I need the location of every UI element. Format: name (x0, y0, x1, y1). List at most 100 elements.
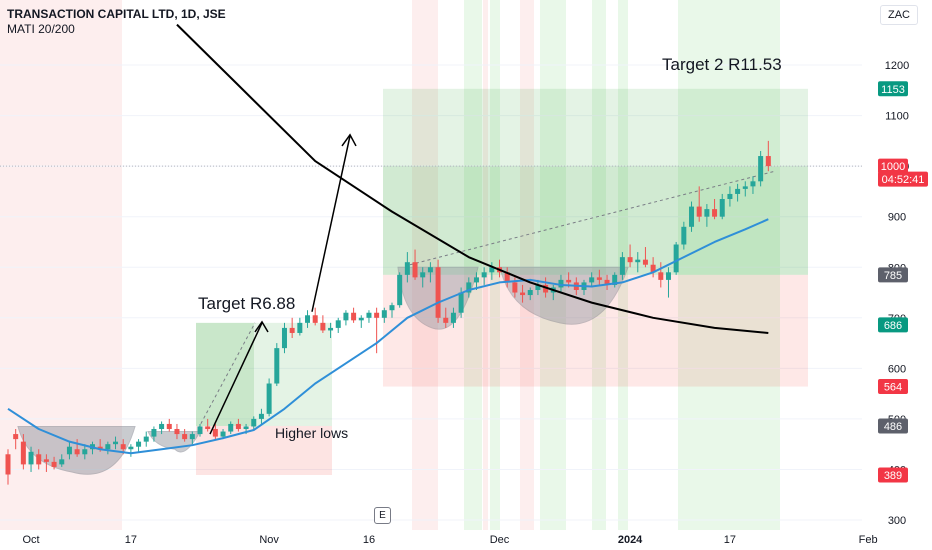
candle-body (420, 272, 426, 278)
price-badge (878, 81, 908, 97)
candle-body (635, 259, 641, 263)
candle-body (758, 156, 764, 182)
candle-body (742, 186, 748, 189)
projection-line-1 (197, 322, 256, 430)
candle-body (281, 327, 287, 349)
candle-body (604, 279, 610, 285)
candle-body (473, 277, 479, 283)
candle-body (36, 454, 42, 465)
session-band (490, 0, 500, 530)
price-tick-label: 600 (888, 363, 906, 375)
candle-body (13, 434, 19, 440)
candle-body (527, 289, 533, 296)
higher-lows-label: Higher lows (275, 425, 349, 441)
price-badge (878, 158, 908, 174)
earnings-marker[interactable]: E (374, 507, 391, 524)
candle-body (212, 429, 218, 437)
price-tick-label: 300 (888, 515, 906, 527)
candle-body (51, 461, 57, 467)
candle-body (619, 257, 625, 275)
projection-line (409, 170, 776, 266)
session-band (464, 0, 482, 530)
arrow-1-head (254, 320, 269, 333)
candle-body (205, 426, 211, 430)
zone-1-stop (196, 425, 332, 476)
candle-body (673, 244, 679, 273)
candle-body (274, 348, 280, 384)
candle-body (727, 193, 733, 200)
candle-body (612, 274, 618, 285)
candle-body (443, 317, 449, 323)
candle-body (143, 436, 149, 442)
time-axis-bg (0, 530, 862, 550)
price-badge-label: 564 (884, 382, 902, 394)
candle-body (120, 444, 126, 450)
time-axis[interactable]: Oct17Nov16Dec202417FebMar (0, 530, 932, 550)
candle-body (266, 383, 272, 414)
candle-body (558, 279, 564, 288)
candle-body (489, 267, 495, 273)
price-badge-label: 389 (884, 470, 902, 482)
candle-body (404, 262, 410, 275)
candle-body (704, 209, 710, 217)
price-badge (878, 267, 908, 283)
time-tick-label: 17 (125, 534, 137, 546)
candle-body (458, 292, 464, 313)
candle-body (735, 188, 741, 194)
price-badge-label: 1153 (881, 84, 905, 96)
candle-body (182, 434, 188, 440)
arrow-2-head (341, 133, 357, 147)
candle-body (450, 312, 456, 323)
time-tick-label: 17 (724, 534, 736, 546)
time-tick-label: Dec (490, 534, 510, 546)
candle-body (504, 272, 510, 283)
candle-body (189, 434, 195, 440)
zone-1-target-tail (254, 322, 332, 426)
cup-pattern-4 (499, 266, 629, 325)
price-badge-label: 486 (884, 421, 902, 433)
candle-body (358, 317, 364, 321)
candle-body (113, 441, 119, 445)
ma-slow-line (176, 23, 769, 334)
candle-body (235, 423, 241, 430)
indicator-label[interactable]: MATI 20/200 (7, 22, 75, 36)
time-tick-label: Oct (22, 534, 39, 546)
currency-button[interactable]: ZAC (880, 5, 918, 25)
price-badge-label: 686 (884, 320, 902, 332)
candle-body (681, 226, 687, 245)
candle-body (765, 156, 771, 167)
candle-body (335, 320, 341, 328)
moving-averages (7, 23, 769, 455)
candle-body (435, 267, 441, 318)
candle-body (466, 282, 472, 293)
candle-body (481, 272, 487, 278)
session-band (520, 0, 534, 530)
candle-body (696, 206, 702, 217)
candle-body (658, 272, 664, 280)
price-badge-label: 785 (884, 270, 902, 282)
candle-body (128, 446, 134, 450)
session-band (592, 0, 606, 530)
price-tick-label: 900 (888, 212, 906, 224)
candle-body (74, 449, 80, 455)
candle-body (105, 444, 111, 450)
candle-body (642, 259, 648, 265)
horizontal-gridlines (0, 64, 862, 521)
price-badge-label: 04:52:41 (882, 174, 925, 186)
zone-2-target-upper (383, 88, 808, 167)
symbol-title[interactable]: TRANSACTION CAPITAL LTD, 1D, JSE (7, 7, 226, 21)
trend-drawings (209, 133, 357, 435)
candlesticks (5, 140, 771, 485)
candle-body (412, 262, 418, 278)
candle-body (228, 423, 234, 432)
candle-body (750, 181, 756, 187)
candle-body (374, 312, 380, 318)
candle-body (159, 423, 165, 430)
time-tick-label: 2024 (618, 534, 643, 546)
arrow-1 (209, 322, 263, 435)
session-highlight-bands (0, 0, 780, 530)
candle-body (151, 429, 157, 437)
session-band (540, 0, 566, 530)
candle-body (397, 274, 403, 306)
